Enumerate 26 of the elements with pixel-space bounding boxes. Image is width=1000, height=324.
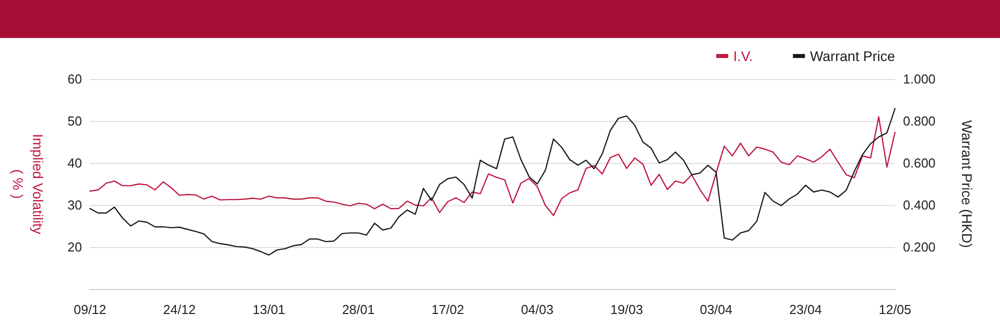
- y2-tick-label: 0.200: [903, 240, 936, 254]
- x-tick-label: 09/12: [74, 302, 106, 317]
- x-tick-label: 04/03: [520, 302, 554, 317]
- x-tick-label: 13/01: [252, 302, 286, 317]
- x-tick-label: 19/03: [610, 302, 643, 317]
- y-tick-label: 60: [68, 72, 82, 86]
- y-axis-title: Implied Volatility ( % ): [10, 134, 46, 234]
- legend-label: Warrant Price: [810, 48, 896, 64]
- y2-tick-label: 0.800: [903, 114, 936, 128]
- y-tick-label: 30: [68, 198, 82, 212]
- x-tick-label: 17/02: [432, 302, 464, 317]
- x-tick-label: 23/04: [789, 302, 822, 317]
- x-tick-label: 24/12: [163, 302, 196, 317]
- y2-tick-label: 1.000: [903, 72, 936, 86]
- y-tick-label: 20: [68, 240, 82, 254]
- x-tick-label: 12/05: [878, 302, 912, 317]
- legend-label: I.V.: [733, 48, 753, 64]
- y2-tick-label: 0.400: [903, 198, 936, 212]
- y2-axis-title: Warrant Price (HKD): [959, 120, 975, 248]
- y2-tick-label: 0.600: [903, 156, 936, 170]
- line-series: [89, 116, 896, 216]
- y-tick-label: 40: [68, 156, 82, 170]
- y-tick-label: 50: [68, 114, 82, 128]
- x-tick-label: 28/01: [342, 302, 375, 317]
- line-series: [89, 108, 896, 256]
- x-tick-label: 03/04: [700, 302, 732, 317]
